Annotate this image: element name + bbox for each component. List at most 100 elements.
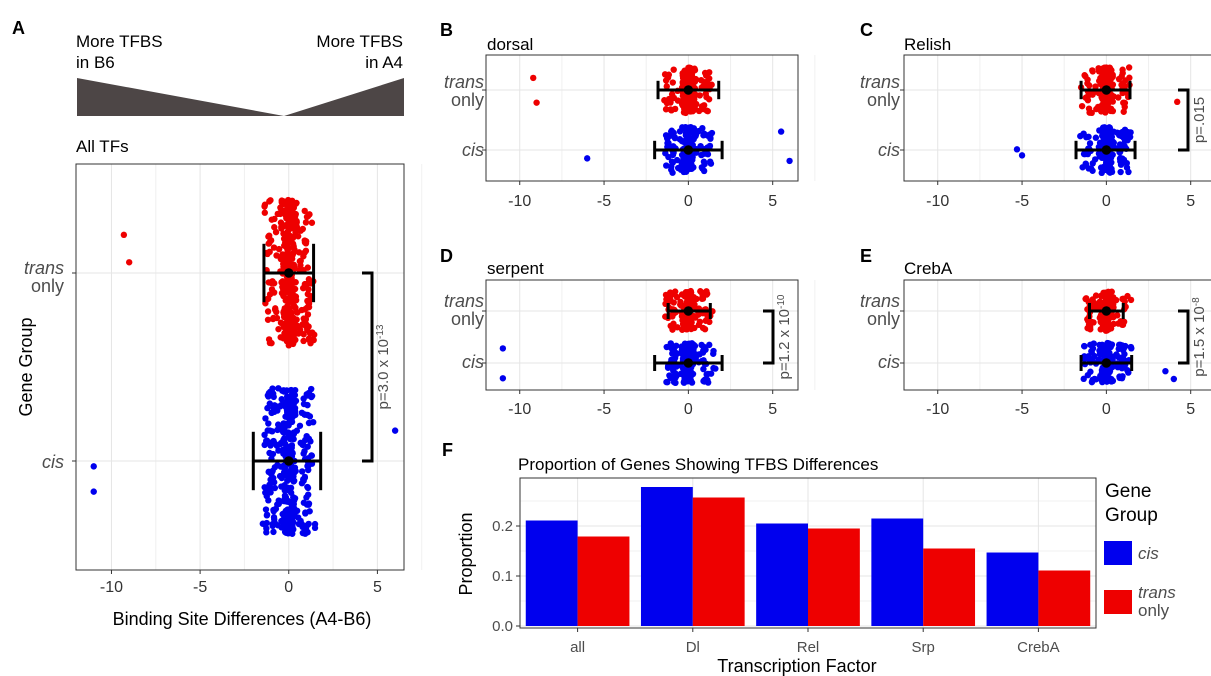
cis-point — [291, 408, 299, 415]
trans-point — [263, 296, 271, 303]
panel-letter-c: C — [860, 20, 873, 40]
trans-point — [299, 225, 306, 233]
wedge-left-shape — [77, 78, 284, 116]
trans-point — [687, 299, 695, 307]
trans-point — [687, 325, 695, 333]
cis-point — [1113, 129, 1121, 136]
trans-point — [689, 102, 696, 109]
trans-point — [271, 306, 279, 313]
cis-point — [684, 349, 691, 356]
pvalue-bracket — [763, 309, 775, 365]
trans-point — [303, 280, 310, 288]
panel-d-cis-label: cis — [462, 352, 484, 372]
cis-point — [706, 341, 713, 349]
trans-point — [289, 251, 296, 259]
cis-point — [265, 497, 272, 504]
trans-point — [678, 313, 686, 320]
cis-point — [786, 157, 793, 165]
panel-e-only-label: only — [867, 309, 900, 329]
legend-trans-label: trans — [1138, 583, 1176, 602]
trans-point — [120, 231, 128, 239]
trans-point — [286, 296, 293, 303]
panel-c-cis-label: cis — [878, 140, 900, 160]
trans-point — [671, 288, 679, 295]
trans-point — [268, 339, 275, 347]
cis-point — [305, 461, 312, 469]
x-tick-label: -10 — [508, 401, 531, 418]
trans-point — [301, 207, 308, 215]
trans-point — [287, 314, 295, 321]
cis-point — [684, 128, 691, 135]
trans-point — [270, 244, 278, 251]
cis-point — [275, 421, 282, 428]
trans-point — [699, 293, 706, 300]
cis-point — [289, 430, 296, 437]
trans-point — [667, 322, 674, 330]
cis-point — [270, 393, 277, 401]
trans-point — [285, 322, 292, 329]
bar-cis — [756, 523, 808, 626]
cis-point — [285, 486, 292, 494]
cis-point — [305, 501, 312, 508]
panel-letter-f: F — [442, 440, 453, 460]
cis-point — [295, 520, 303, 528]
trans-point — [285, 208, 292, 215]
x-tick-label: Dl — [686, 639, 700, 656]
panel-a: A More TFBS in B6 More TFBS in A4 All TF… — [12, 18, 423, 629]
trans-point — [277, 210, 284, 218]
cis-point — [1117, 168, 1124, 176]
y-tick-label: 0.1 — [492, 568, 513, 585]
trans-point — [269, 278, 276, 285]
cis-point — [671, 134, 679, 141]
cis-point — [266, 400, 274, 407]
pvalue-label: p=3.0 x 10-13 — [375, 324, 393, 409]
trans-point — [292, 210, 299, 218]
trans-point — [663, 83, 670, 90]
cis-point — [275, 385, 282, 392]
trans-point — [289, 234, 297, 242]
schematic-right-label-line2: in A4 — [365, 53, 403, 72]
cis-point — [1119, 354, 1127, 361]
cis-point — [1091, 352, 1098, 360]
panel-d-only-label: only — [451, 309, 484, 329]
x-tick-label: -10 — [100, 579, 123, 596]
panel-a-ylabel: Gene Group — [16, 317, 36, 416]
trans-point — [668, 107, 675, 114]
trans-mean-point — [683, 85, 694, 95]
trans-point — [1118, 81, 1125, 89]
cis-point — [663, 343, 670, 351]
cis-point — [1127, 129, 1134, 136]
trans-point — [1101, 72, 1109, 80]
trans-point — [678, 291, 686, 298]
cis-point — [90, 488, 97, 495]
trans-point — [680, 109, 688, 116]
trans-point — [289, 240, 297, 248]
cis-point — [288, 403, 296, 410]
cis-point — [288, 467, 295, 474]
x-tick-label: all — [570, 639, 585, 656]
panel-frame — [903, 279, 1211, 391]
cis-point — [1089, 345, 1097, 352]
schematic: More TFBS in B6 More TFBS in A4 — [76, 32, 404, 116]
cis-point — [261, 441, 268, 449]
trans-point — [293, 316, 300, 323]
cis-point — [263, 519, 270, 527]
pvalue-exponent: -8 — [1191, 297, 1202, 306]
cis-point — [283, 398, 291, 405]
cis-point — [701, 150, 709, 157]
trans-point — [702, 90, 709, 97]
trans-point — [1089, 68, 1096, 75]
trans-point — [692, 314, 699, 321]
trans-point — [300, 337, 307, 345]
trans-point — [295, 249, 303, 256]
panel-a-plot: -10 -5 0 5 p=3.0 x 10-13 — [72, 163, 423, 596]
trans-point — [1086, 109, 1093, 116]
cis-point — [690, 341, 698, 349]
trans-point — [684, 97, 691, 104]
panel-d-plot: -10 -5 0 5 p=1.2 x 10-10 — [482, 279, 816, 418]
cis-point — [1086, 140, 1094, 147]
pvalue-exponent: -13 — [375, 324, 386, 339]
cis-point — [1089, 377, 1096, 385]
bar-trans — [1038, 570, 1091, 626]
bar-trans — [577, 536, 630, 626]
